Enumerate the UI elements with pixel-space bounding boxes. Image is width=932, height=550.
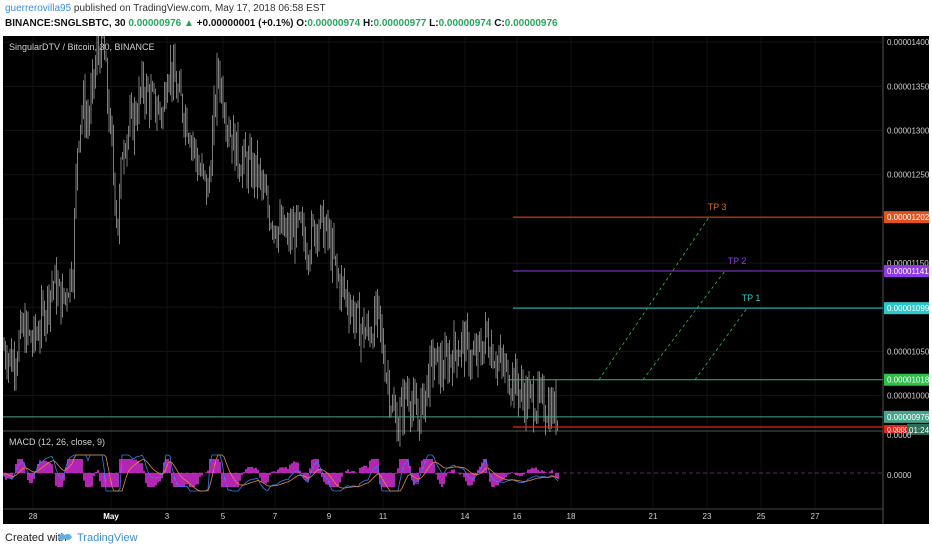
x-tick-label: 28 [29,512,38,521]
x-tick-label: 23 [703,512,712,521]
tp-label: TP 1 [742,293,761,303]
created-with-text: Created with [5,532,67,544]
y-tick-label: 0.00001150 [887,259,929,268]
x-tick-label: May [103,512,119,521]
open-value: 0.00000974 [307,18,361,29]
up-arrow-icon: ▲ [183,18,194,29]
chart-header: guerrerovilla95 published on TradingView… [0,0,932,36]
level-price-tag [884,211,929,224]
price-axis-bg [883,36,929,524]
signal-line [3,454,559,492]
level-price-tag [884,410,929,423]
projection-line [598,216,710,380]
y-tick-label: 0.00001250 [887,171,929,180]
publish-info: guerrerovilla95 published on TradingView… [5,3,326,14]
projection-line [642,270,726,380]
level-price-label: 0.00000976 [887,413,929,422]
level-price-label: 0.00001018 [887,376,929,385]
y-tick-label: 0.00001050 [887,347,929,356]
high-value: 0.00000977 [373,18,427,29]
x-tick-label: 18 [567,512,576,521]
level-price-label: 0.00001202 [887,213,929,222]
time-axis[interactable]: 28 May 3 5 7 9 11 14 16 18 21 23 25 27 [3,508,883,521]
level-price-label: 0.00001099 [887,304,929,313]
price-axis[interactable]: 0.00001400 0.00001350 0.00001300 0.00001250… [882,36,930,524]
tp-label: TP 3 [708,202,727,212]
level-price-tag [884,265,929,278]
x-tick-label: 11 [379,512,388,521]
chart-area[interactable]: TP 3 TP 2 TP 1 0.00001400 0.00001350 0.00001… [3,13,930,524]
grid-lines [3,36,883,509]
y-tick-label: 0.00001300 [887,127,929,136]
author-link[interactable]: guerrerovilla95 [5,3,72,14]
x-tick-label: 5 [221,512,226,521]
close-label: C: [494,18,505,29]
projection-lines [598,216,748,380]
symbol-label: BINANCE:SNGLSBTC, 30 [5,18,126,29]
countdown-label: 01:24 [909,426,929,435]
level-price-label: 0.00001141 [887,267,929,276]
x-tick-label: 27 [811,512,820,521]
x-tick-label: 25 [757,512,766,521]
close-value: 0.00000976 [504,18,558,29]
open-label: O: [296,18,308,29]
x-tick-label: 7 [273,512,278,521]
price-change: +0.00000001 (+0.1%) [196,18,294,29]
macd-title: MACD (12, 26, close, 9) [9,437,105,447]
chart-svg[interactable]: TP 3TP 2TP 1 0.000014000.000013500.00001… [3,13,930,524]
stop-price-label: 0.0000095 [887,427,920,434]
level-lines: TP 3 TP 2 TP 1 [3,202,883,428]
low-label: L: [429,18,439,29]
tp-label: TP 2 [728,256,747,266]
x-tick-label: 3 [165,512,170,521]
chart-title: SingularDTV / Bitcoin, 30, BINANCE [9,42,155,52]
y-tick-label: 0.00001400 [887,38,929,47]
countdown-tag [907,423,929,435]
x-tick-label: 16 [513,512,522,521]
low-value: 0.00000974 [438,18,492,29]
y-tick-label: 0.00001000 [887,392,929,401]
x-tick-label: 21 [649,512,658,521]
x-tick-label: 14 [461,512,470,521]
last-price: 0.00000976 [128,18,182,29]
level-price-tag [884,302,929,315]
publish-text: published on TradingView.com, May 17, 20… [71,3,326,14]
footer: Created with TradingView [0,526,932,550]
macd-pane: 0.0000 0.0000 [3,431,912,492]
level-price-tag [884,373,929,386]
x-tick-label: 9 [327,512,332,521]
price-candles [3,13,558,447]
tradingview-logo-icon[interactable] [57,531,73,543]
symbol-info: BINANCE:SNGLSBTC, 30 0.00000976 ▲ +0.000… [5,18,558,29]
macd-tick-label: 0.0000 [887,431,912,440]
stop-price-tag [884,425,929,433]
y-tick-label: 0.00001350 [887,82,929,91]
projection-line [694,307,748,380]
tradingview-brand[interactable]: TradingView [77,532,138,544]
high-label: H: [362,18,374,29]
macd-tick-label: 0.0000 [887,471,912,480]
